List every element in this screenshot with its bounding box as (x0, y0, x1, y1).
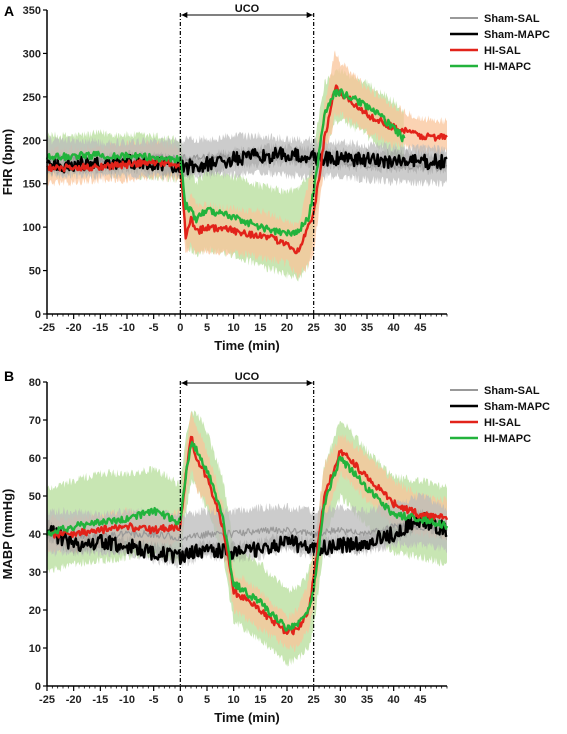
uco-arrowhead-left (181, 12, 188, 18)
uco-arrowhead-left (181, 380, 188, 386)
x-tick-label: 0 (177, 322, 183, 334)
uco-arrowhead-right (306, 380, 313, 386)
legend-label-sham-sal: Sham-SAL (484, 13, 540, 25)
legend-label-sham-sal: Sham-SAL (484, 385, 540, 397)
y-axis-title: MABP (mmHg) (0, 489, 15, 580)
error-band-hi-sal (47, 411, 447, 652)
x-tick-label: 5 (204, 694, 210, 706)
error-band-sham-mapc (47, 508, 447, 569)
x-tick-label: -25 (39, 322, 55, 334)
uco-label: UCO (235, 3, 260, 15)
x-tick-label: 15 (254, 694, 266, 706)
legend-label-hi-mapc: HI-MAPC (484, 61, 531, 73)
error-band-hi-sal (47, 50, 447, 280)
x-tick-label: 15 (254, 322, 266, 334)
uco-label: UCO (235, 371, 260, 383)
y-tick-label: 40 (29, 529, 41, 541)
y-tick-label: 30 (29, 567, 41, 579)
panel-letter: B (4, 368, 14, 384)
series-line-hi-mapc (45, 88, 406, 237)
series-line-hi-mapc (45, 441, 449, 632)
x-tick-label: 45 (414, 322, 426, 334)
x-tick-label: 35 (361, 694, 373, 706)
error-band-sham-mapc (47, 142, 447, 181)
y-tick-label: 50 (29, 266, 41, 278)
x-tick-label: -15 (92, 694, 108, 706)
x-tick-label: -25 (39, 694, 55, 706)
x-tick-label: -20 (66, 322, 82, 334)
y-tick-label: 100 (23, 222, 41, 234)
uco-arrowhead-right (306, 12, 313, 18)
x-axis-title: Time (min) (214, 338, 280, 353)
series-line-sham-mapc (46, 512, 448, 566)
x-tick-label: 25 (308, 694, 320, 706)
x-tick-label: 10 (228, 322, 240, 334)
x-tick-label: 20 (281, 694, 293, 706)
y-tick-label: 300 (23, 48, 41, 60)
y-tick-label: 80 (29, 377, 41, 389)
x-axis-title: Time (min) (214, 710, 280, 725)
x-tick-label: -10 (119, 322, 135, 334)
x-tick-label: 5 (204, 322, 210, 334)
series-line-sham-mapc (45, 146, 448, 176)
x-tick-label: 35 (361, 322, 373, 334)
x-tick-label: 45 (414, 694, 426, 706)
y-tick-label: 20 (29, 605, 41, 617)
y-tick-label: 150 (23, 179, 41, 191)
series-line-hi-sal (45, 435, 449, 636)
y-tick-label: 350 (23, 5, 41, 17)
x-tick-label: 0 (177, 694, 183, 706)
panel-a: A UCO 0 50 100 150 200 250 300 350 -25 -20 -15 -10 -5 0… (0, 3, 550, 353)
y-tick-label: 200 (23, 135, 41, 147)
legend-label-hi-mapc: HI-MAPC (484, 433, 531, 445)
panel-b: B UCO 0 10 20 30 40 50 60 70 80 -25 -20 -15 -10 -5 0 5 10 1… (0, 368, 550, 725)
x-tick-label: 40 (388, 322, 400, 334)
x-tick-label: -5 (149, 322, 159, 334)
series-line-hi-sal (46, 84, 448, 255)
error-band-sham-sal (47, 131, 447, 188)
x-tick-label: 30 (334, 694, 346, 706)
panel-letter: A (4, 3, 14, 19)
x-tick-label: -10 (119, 694, 135, 706)
y-tick-label: 60 (29, 453, 41, 465)
y-tick-label: 10 (29, 643, 41, 655)
legend-label-hi-sal: HI-SAL (484, 45, 521, 57)
legend-label-hi-sal: HI-SAL (484, 417, 521, 429)
legend-label-sham-mapc: Sham-MAPC (484, 29, 550, 41)
legend-label-sham-mapc: Sham-MAPC (484, 401, 550, 413)
y-tick-label: 0 (35, 309, 41, 321)
x-tick-label: 25 (308, 322, 320, 334)
x-tick-label: 40 (388, 694, 400, 706)
y-tick-label: 50 (29, 491, 41, 503)
x-tick-label: -20 (66, 694, 82, 706)
y-tick-label: 0 (35, 681, 41, 693)
x-tick-label: 30 (334, 322, 346, 334)
x-tick-label: 10 (228, 694, 240, 706)
x-tick-label: -5 (149, 694, 159, 706)
y-tick-label: 250 (23, 92, 41, 104)
x-tick-label: 20 (281, 322, 293, 334)
y-axis-title: FHR (bpm) (0, 129, 15, 195)
series-line-sham-sal (46, 522, 448, 541)
y-tick-label: 70 (29, 415, 41, 427)
x-tick-label: -15 (92, 322, 108, 334)
